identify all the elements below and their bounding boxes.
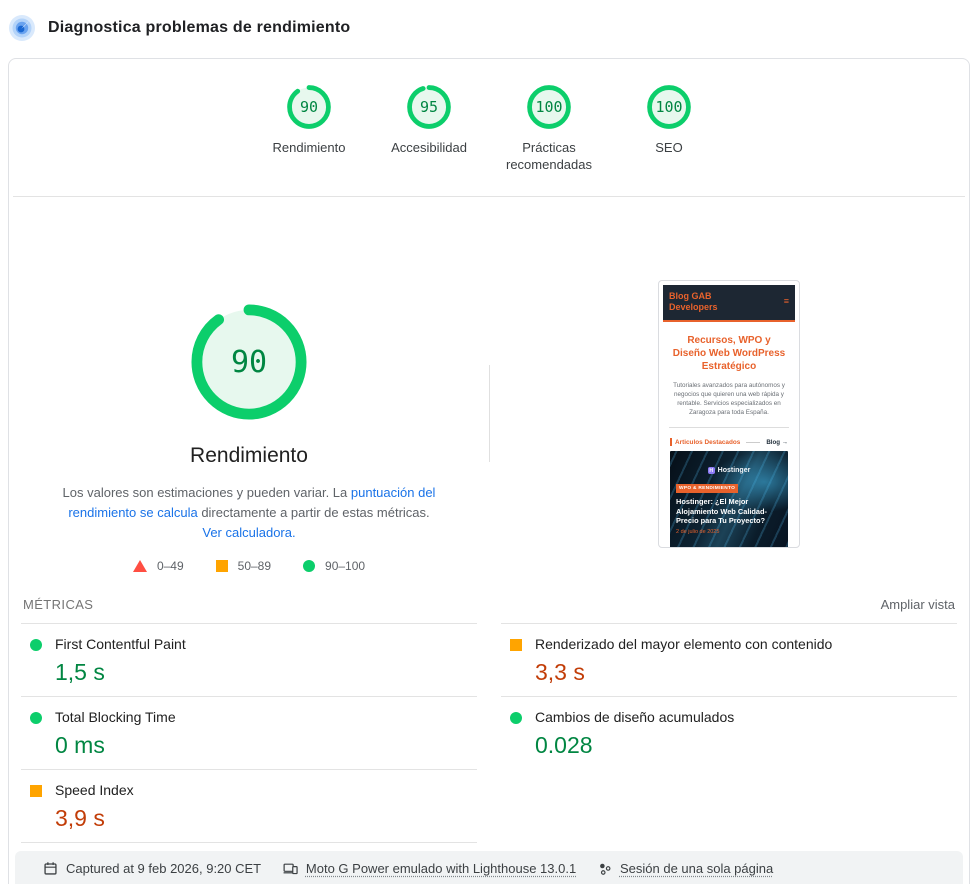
metric-value: 1,5 s (55, 659, 105, 685)
thumb-article-card: H Hostinger WPO & RENDIMIENTO Hostinger:… (670, 451, 788, 547)
hostinger-logo: H Hostinger (670, 467, 788, 474)
best-practices-label: Prácticas recomendadas (506, 140, 592, 172)
description-text-1: Los valores son estimaciones y pueden va… (62, 485, 351, 500)
legend-pass-range: 90–100 (325, 559, 366, 573)
best-practices-score: 100 (535, 98, 563, 116)
hostinger-logo-mark: H (707, 467, 715, 474)
featured-line (746, 441, 761, 443)
performance-gauge-column: 90 Rendimiento Los valores son estimacio… (9, 197, 489, 586)
description-text-2: directamente a partir de estas métricas. (197, 505, 430, 520)
blog-link: Blog → (766, 438, 788, 446)
metric-name: First Contentful Paint (55, 636, 186, 652)
emulated-device[interactable]: Moto G Power emulado with Lighthouse 13.… (283, 861, 576, 876)
performance-label: Rendimiento (272, 140, 346, 155)
metric-total-blocking-time: Total Blocking Time 0 ms (21, 696, 477, 769)
score-legend: 0–49 50–89 90–100 (132, 559, 365, 573)
metric-name: Renderizado del mayor elemento con conte… (535, 636, 833, 652)
legend-fail: 0–49 (132, 559, 184, 573)
capture-timestamp-text: Captured at 9 feb 2026, 9:20 CET (66, 861, 262, 876)
column-divider (489, 365, 490, 462)
featured-bar (670, 438, 672, 446)
capture-timestamp: Captured at 9 feb 2026, 9:20 CET (43, 861, 261, 876)
lighthouse-report: 90 Rendimiento 95 Accesibilidad 100 Prác… (8, 58, 970, 884)
performance-description: Los valores son estimaciones y pueden va… (60, 483, 438, 543)
accessibility-label: Accesibilidad (391, 140, 467, 155)
metrics-section-label: MÉTRICAS (23, 597, 94, 612)
metric-value: 0 ms (55, 732, 105, 758)
environment-footer: Captured at 9 feb 2026, 9:20 CET Moto G … (15, 851, 963, 884)
card-date: 2 de julio de 2025 (676, 528, 720, 535)
thumb-site-title: Blog GAB Developers (669, 291, 718, 312)
legend-average-range: 50–89 (237, 559, 272, 573)
featured-label: Articulos Destacados (675, 438, 741, 446)
metric-value: 0.028 (535, 732, 593, 758)
page-title: Diagnostica problemas de rendimiento (48, 19, 351, 36)
seo-score: 100 (655, 98, 683, 116)
thumb-heading: Recursos, WPO y Diseño Web WordPress Est… (672, 335, 786, 372)
expand-view-button[interactable]: Ampliar vista (880, 597, 955, 612)
card-title: Hostinger: ¿El Mejor Alojamiento Web Cal… (676, 497, 768, 525)
pass-circle-icon (30, 711, 42, 724)
legend-fail-range: 0–49 (156, 559, 184, 573)
report-header: Diagnostica problemas de rendimiento (8, 14, 350, 42)
session-type-text: Sesión de una sola página (619, 861, 774, 876)
calendar-icon (44, 862, 57, 875)
seo-label: SEO (655, 140, 683, 155)
fail-triangle-icon (132, 560, 147, 572)
hamburger-menu-icon: ≡ (783, 296, 789, 306)
average-square-icon (215, 560, 228, 572)
performance-section-title: Rendimiento (190, 444, 308, 467)
seo-gauge: 100 (647, 85, 691, 129)
session-type[interactable]: Sesión de una sola página (598, 861, 773, 876)
pass-circle-icon (303, 560, 316, 572)
performance-big-score: 90 (230, 344, 268, 380)
average-square-icon (510, 638, 522, 651)
device-icon (283, 863, 298, 875)
calculator-link[interactable]: Ver calculadora. (202, 525, 296, 540)
thumb-divider (669, 427, 789, 428)
hostinger-logo-text: Hostinger (717, 467, 751, 474)
metrics-grid: First Contentful Paint 1,5 s Total Block… (9, 623, 969, 843)
lighthouse-icon (9, 15, 35, 41)
performance-big-gauge[interactable]: 90 (190, 303, 308, 421)
accessibility-gauge: 95 (407, 85, 451, 129)
metric-largest-contentful-paint: Renderizado del mayor elemento con conte… (501, 623, 957, 696)
screenshot-column: Blog GAB Developers ≡ Recursos, WPO y Di… (489, 197, 969, 586)
score-performance[interactable]: 90 Rendimiento (255, 85, 363, 197)
metrics-header: MÉTRICAS Ampliar vista (9, 586, 969, 623)
score-seo[interactable]: 100 SEO (615, 85, 723, 197)
score-accessibility[interactable]: 95 Accesibilidad (375, 85, 483, 197)
performance-summary-section: 90 Rendimiento Los valores son estimacio… (9, 197, 969, 586)
thumb-body-text: Tutoriales avanzados para autónomos y ne… (673, 382, 785, 416)
card-category-badge: WPO & RENDIMIENTO (676, 484, 739, 493)
score-best-practices[interactable]: 100 Prácticas recomendadas (495, 85, 603, 197)
average-square-icon (30, 784, 42, 797)
metric-name: Speed Index (55, 782, 134, 798)
thumb-featured-row: Articulos Destacados Blog → (670, 438, 788, 446)
metric-cumulative-layout-shift: Cambios de diseño acumulados 0.028 (501, 696, 957, 769)
session-nodes-icon (600, 863, 611, 875)
legend-pass: 90–100 (303, 559, 365, 573)
metric-first-contentful-paint: First Contentful Paint 1,5 s (21, 623, 477, 696)
metric-value: 3,3 s (535, 659, 585, 685)
emulated-device-text: Moto G Power emulado with Lighthouse 13.… (305, 861, 577, 876)
metric-name: Cambios de diseño acumulados (535, 709, 735, 725)
final-screenshot-thumbnail[interactable]: Blog GAB Developers ≡ Recursos, WPO y Di… (658, 280, 800, 548)
pass-circle-icon (30, 638, 42, 651)
best-practices-gauge: 100 (527, 85, 571, 129)
pass-circle-icon (510, 711, 522, 724)
metric-name: Total Blocking Time (55, 709, 176, 725)
metrics-left-column: First Contentful Paint 1,5 s Total Block… (21, 623, 477, 843)
category-scores-row: 90 Rendimiento 95 Accesibilidad 100 Prác… (9, 59, 969, 197)
metrics-right-column: Renderizado del mayor elemento con conte… (501, 623, 957, 843)
performance-gauge: 90 (287, 85, 331, 129)
metric-speed-index: Speed Index 3,9 s (21, 769, 477, 843)
performance-score: 90 (299, 98, 319, 116)
accessibility-score: 95 (419, 98, 439, 116)
legend-average: 50–89 (215, 559, 272, 573)
score-calculation-link[interactable]: puntuación del rendimiento se calcula (68, 485, 436, 520)
thumb-site-header: Blog GAB Developers ≡ (663, 285, 795, 322)
metric-value: 3,9 s (55, 805, 105, 831)
